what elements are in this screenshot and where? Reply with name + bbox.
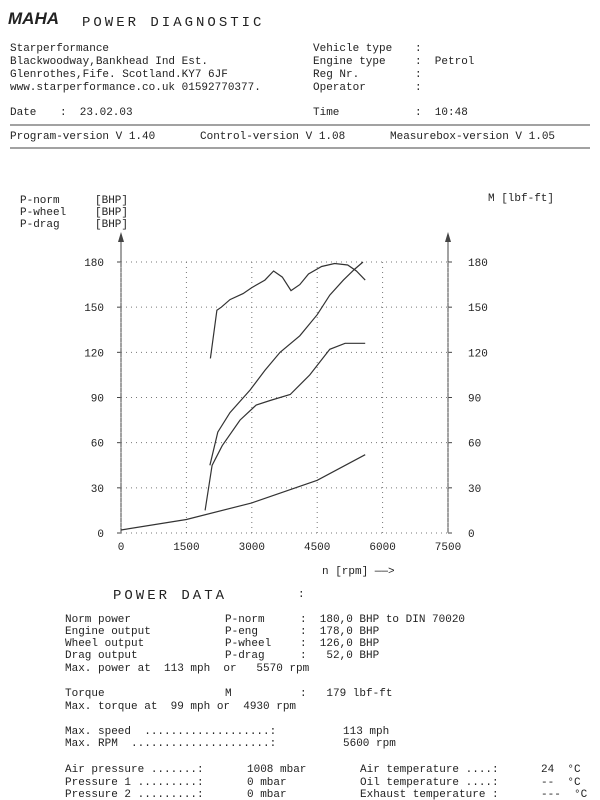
data-cell: 0 mbar — [247, 777, 287, 789]
legend-name: P-norm — [20, 195, 60, 207]
data-cell: Drag output — [65, 650, 138, 662]
data-cell: Air pressure .......: — [65, 764, 204, 776]
data-cell: Wheel output — [65, 638, 144, 650]
field-label: Time — [313, 107, 339, 119]
y2-axis-label: M [lbf-ft] — [488, 193, 554, 205]
data-cell: 24 °C — [541, 764, 581, 776]
data-cell: : 179 lbf-ft — [300, 688, 392, 700]
legend-unit: [BHP] — [95, 195, 128, 207]
y2-tick-label: 180 — [468, 258, 488, 270]
data-cell: Max. speed ...................: — [65, 726, 276, 738]
curve — [120, 454, 366, 531]
data-cell: 113 mph — [343, 726, 389, 738]
data-cell: P-norm — [225, 614, 265, 626]
field-label: Reg Nr. — [313, 69, 359, 81]
data-cell: Max. RPM .....................: — [65, 738, 276, 750]
data-cell: Max. torque at 99 mph or 4930 rpm — [65, 701, 296, 713]
company-line: Glenrothes,Fife. Scotland.KY7 6JF — [10, 69, 228, 81]
version: Measurebox-version V 1.05 — [390, 131, 555, 143]
data-cell: Pressure 2 .........: — [65, 789, 204, 800]
axis-arrow — [445, 232, 451, 242]
curve — [209, 262, 366, 359]
axis-arrow — [118, 232, 124, 242]
data-cell: : 180,0 BHP to DIN 70020 — [300, 614, 465, 626]
legend-unit: [BHP] — [95, 207, 128, 219]
x-axis-label: n [rpm] ——> — [322, 566, 395, 578]
section-title: POWER DATA — [113, 588, 227, 604]
data-cell: Engine output — [65, 626, 151, 638]
company-line: www.starperformance.co.uk 01592770377. — [10, 82, 261, 94]
field-label: Engine type — [313, 56, 386, 68]
company-line: Blackwoodway,Bankhead Ind Est. — [10, 56, 208, 68]
field-label: Operator — [313, 82, 366, 94]
legend-unit: [BHP] — [95, 219, 128, 231]
y2-tick-label: 120 — [468, 348, 488, 360]
field-value: : 23.02.03 — [60, 107, 133, 119]
field-value: : — [415, 82, 422, 94]
legend-name: P-drag — [20, 219, 60, 231]
data-cell: Torque — [65, 688, 105, 700]
y2-tick-label: 60 — [468, 439, 481, 451]
y2-tick-label: 30 — [468, 484, 481, 496]
data-cell: : 52,0 BHP — [300, 650, 380, 662]
data-cell: P-wheel — [225, 638, 271, 650]
data-cell: 0 mbar — [247, 789, 287, 800]
x-tick-label: 7500 — [435, 542, 461, 554]
data-cell: P-drag — [225, 650, 265, 662]
x-tick-label: 0 — [118, 542, 125, 554]
data-cell: Norm power — [65, 614, 131, 626]
data-cell: -- °C — [541, 777, 581, 789]
legend-name: P-wheel — [20, 207, 66, 219]
version: Control-version V 1.08 — [200, 131, 345, 143]
data-cell: Exhaust temperature : — [360, 789, 499, 800]
data-cell: Air temperature ....: — [360, 764, 499, 776]
field-label: Date — [10, 107, 36, 119]
y-tick-label: 120 — [84, 348, 104, 360]
data-cell: : 126,0 BHP — [300, 638, 380, 650]
field-value: : Petrol — [415, 56, 474, 68]
y-tick-label: 0 — [97, 529, 104, 541]
x-tick-label: 3000 — [239, 542, 265, 554]
data-cell: : 178,0 BHP — [300, 626, 380, 638]
data-cell: --- °C — [541, 789, 588, 800]
y-tick-label: 180 — [84, 258, 104, 270]
data-cell: M — [225, 688, 232, 700]
y-tick-label: 30 — [91, 484, 104, 496]
colon: : — [298, 589, 305, 601]
y2-tick-label: 0 — [468, 529, 475, 541]
version: Program-version V 1.40 — [10, 131, 155, 143]
field-value: : 10:48 — [415, 107, 468, 119]
company-line: Starperformance — [10, 43, 109, 55]
page-title: POWER DIAGNOSTIC — [82, 15, 264, 31]
data-cell: Pressure 1 .........: — [65, 777, 204, 789]
y-tick-label: 90 — [91, 394, 104, 406]
data-cell: Max. power at 113 mph or 5570 rpm — [65, 663, 310, 675]
x-tick-label: 4500 — [304, 542, 330, 554]
data-cell: P-eng — [225, 626, 258, 638]
field-value: : — [415, 69, 422, 81]
logo: MAHA — [8, 9, 59, 28]
data-cell: 5600 rpm — [343, 738, 396, 750]
y-tick-label: 150 — [84, 303, 104, 315]
y2-tick-label: 90 — [468, 394, 481, 406]
curve — [204, 342, 366, 511]
curve — [209, 261, 364, 466]
field-label: Vehicle type — [313, 43, 392, 55]
y2-tick-label: 150 — [468, 303, 488, 315]
x-tick-label: 6000 — [369, 542, 395, 554]
data-cell: Oil temperature ....: — [360, 777, 499, 789]
field-value: : — [415, 43, 422, 55]
y-tick-label: 60 — [91, 439, 104, 451]
data-cell: 1008 mbar — [247, 764, 306, 776]
x-tick-label: 1500 — [173, 542, 199, 554]
